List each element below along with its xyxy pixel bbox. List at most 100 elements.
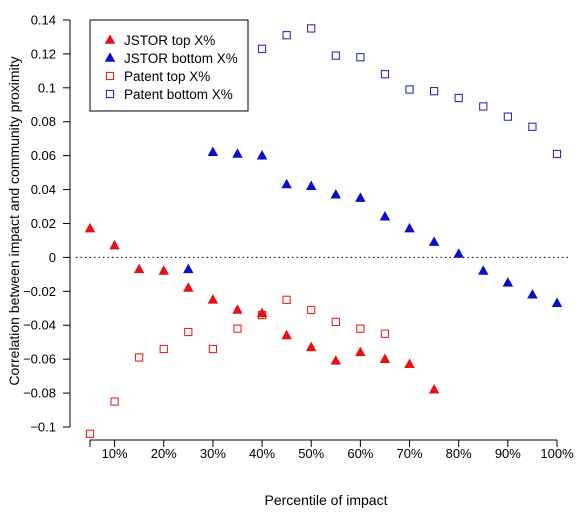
x-tick-label: 30% bbox=[200, 446, 226, 461]
data-point bbox=[330, 188, 342, 199]
data-point bbox=[282, 31, 291, 40]
data-point bbox=[355, 192, 366, 202]
data-point bbox=[307, 305, 316, 315]
series-patent-top-xpct bbox=[85, 295, 390, 438]
y-axis: −0.1 −0.08 −0.06 −0.04 −0.02 0 0.02 0.04 0.06 0.0… bbox=[23, 12, 71, 435]
data-point bbox=[159, 344, 168, 354]
legend-marker bbox=[105, 71, 115, 81]
data-point bbox=[428, 383, 440, 394]
y-tick-label: −0.02 bbox=[23, 284, 56, 299]
data-point bbox=[356, 324, 365, 333]
data-point bbox=[379, 210, 391, 221]
series-jstor-top-xpct bbox=[84, 222, 440, 394]
data-point bbox=[282, 295, 291, 304]
x-tick-label: 20% bbox=[151, 446, 177, 461]
data-point bbox=[84, 222, 96, 233]
data-point bbox=[331, 317, 340, 326]
data-point bbox=[552, 149, 562, 159]
data-point bbox=[528, 122, 537, 131]
x-axis-title: Percentile of impact bbox=[265, 492, 388, 508]
legend-label: JSTOR bottom X% bbox=[124, 51, 238, 66]
data-point bbox=[453, 248, 464, 258]
data-point bbox=[232, 304, 243, 314]
data-point bbox=[356, 53, 365, 62]
data-point bbox=[502, 277, 514, 287]
data-point bbox=[454, 93, 463, 103]
data-point bbox=[158, 265, 169, 275]
legend-marker bbox=[104, 34, 116, 44]
data-point bbox=[257, 310, 267, 320]
x-tick-label: 50% bbox=[298, 446, 324, 461]
data-point bbox=[430, 87, 439, 96]
data-point bbox=[183, 282, 194, 292]
data-point bbox=[380, 329, 390, 338]
y-tick-label: 0.02 bbox=[31, 216, 56, 231]
y-tick-label: 0.12 bbox=[31, 46, 56, 61]
data-point bbox=[307, 24, 316, 33]
x-tick-label: 40% bbox=[249, 446, 275, 461]
y-tick-label: −0.08 bbox=[23, 386, 56, 401]
data-point bbox=[305, 180, 317, 190]
series-jstor-bottom-xpct bbox=[183, 146, 563, 307]
y-tick-label: 0.08 bbox=[31, 114, 56, 129]
data-point bbox=[109, 239, 120, 250]
legend-label: JSTOR top X% bbox=[124, 33, 215, 48]
legend-label: Patent bottom X% bbox=[124, 87, 233, 102]
data-point bbox=[380, 70, 390, 79]
x-tick-label: 10% bbox=[102, 446, 128, 461]
legend-label: Patent top X% bbox=[124, 69, 210, 84]
y-tick-label: −0.04 bbox=[23, 318, 56, 333]
data-points bbox=[84, 24, 563, 438]
data-point bbox=[256, 307, 268, 318]
data-point bbox=[405, 85, 414, 94]
x-axis: 10% 20% 30% 40% 50% 60% 70% 80% 90% 100% bbox=[89, 439, 574, 461]
data-point bbox=[330, 355, 342, 365]
data-point bbox=[404, 358, 415, 369]
data-point bbox=[331, 51, 340, 60]
data-point bbox=[207, 146, 219, 157]
data-point bbox=[232, 148, 243, 158]
y-axis-title: Correlation between impact and community… bbox=[6, 56, 22, 385]
data-point bbox=[135, 353, 144, 362]
legend-box bbox=[89, 19, 249, 112]
data-point bbox=[207, 294, 219, 304]
data-point bbox=[503, 112, 512, 121]
data-point bbox=[281, 329, 292, 340]
data-point bbox=[233, 324, 242, 333]
data-point bbox=[478, 265, 489, 275]
legend: JSTOR top X% JSTOR bottom X% Patent top X%… bbox=[89, 19, 249, 112]
data-point bbox=[208, 344, 217, 354]
data-point bbox=[85, 429, 95, 438]
data-point bbox=[183, 263, 194, 274]
x-tick-label: 60% bbox=[347, 446, 373, 461]
x-tick-label: 90% bbox=[495, 446, 521, 461]
data-point bbox=[257, 44, 267, 53]
data-point bbox=[184, 327, 193, 337]
data-point bbox=[110, 397, 119, 406]
y-tick-label: −0.1 bbox=[30, 420, 56, 435]
data-point bbox=[355, 346, 366, 357]
y-tick-label: 0.14 bbox=[31, 12, 56, 27]
series-patent-bottom-xpct bbox=[233, 24, 562, 159]
y-tick-label: 0.04 bbox=[31, 182, 56, 197]
y-tick-label: 0 bbox=[49, 250, 56, 265]
y-tick-label: 0.1 bbox=[38, 80, 56, 95]
x-tick-label: 70% bbox=[397, 446, 423, 461]
data-point bbox=[404, 222, 415, 233]
data-point bbox=[527, 289, 538, 299]
legend-marker bbox=[105, 89, 115, 99]
legend-marker bbox=[104, 52, 116, 62]
data-point bbox=[479, 102, 488, 111]
data-point bbox=[256, 149, 268, 160]
data-point bbox=[133, 263, 145, 274]
data-point bbox=[305, 341, 317, 352]
y-tick-label: −0.06 bbox=[23, 352, 56, 367]
y-tick-label: 0.06 bbox=[31, 148, 56, 163]
data-point bbox=[281, 178, 292, 189]
data-point bbox=[379, 353, 391, 363]
x-tick-label: 100% bbox=[540, 446, 574, 461]
data-point bbox=[428, 236, 440, 246]
data-point bbox=[551, 297, 563, 307]
x-tick-label: 80% bbox=[446, 446, 472, 461]
